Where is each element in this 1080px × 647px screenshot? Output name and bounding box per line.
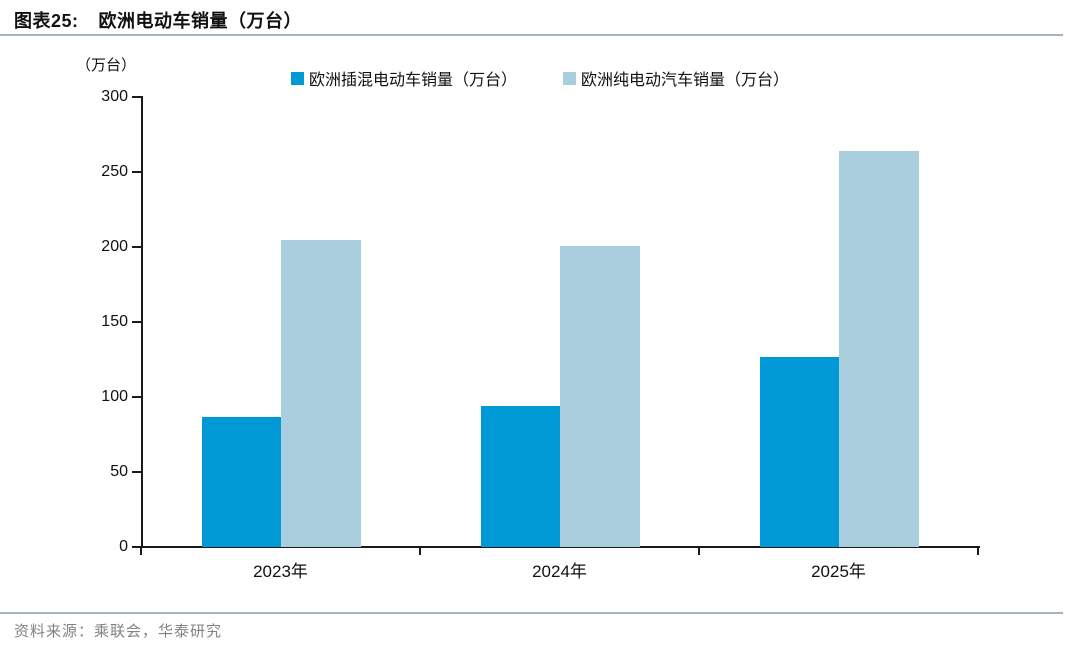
footer-divider-line — [0, 612, 1063, 614]
y-axis-tick — [132, 171, 141, 173]
y-tick-label: 50 — [110, 463, 128, 480]
y-tick-label: 250 — [101, 163, 128, 180]
y-axis-tick — [132, 396, 141, 398]
bar-phev-2024年 — [480, 406, 560, 547]
source-note: 资料来源：乘联会，华泰研究 — [14, 623, 223, 640]
bar-phev-2023年 — [201, 416, 281, 547]
x-axis-tick — [977, 548, 979, 555]
y-tick-label: 0 — [119, 538, 128, 555]
y-axis-line — [141, 96, 143, 548]
y-tick-label: 150 — [101, 313, 128, 330]
legend-item-phev: 欧洲插混电动车销量（万台） — [290, 66, 517, 90]
chart-title: 图表25: 欧洲电动车销量（万台） — [14, 7, 302, 33]
y-tick-label: 300 — [101, 88, 128, 105]
x-category-label: 2023年 — [253, 562, 308, 581]
y-tick-label: 100 — [101, 388, 128, 405]
y-axis-tick — [132, 546, 141, 548]
y-tick-label: 200 — [101, 238, 128, 255]
title-divider-line — [0, 34, 1063, 36]
y-axis-tick — [132, 246, 141, 248]
x-axis-tick — [140, 548, 142, 555]
x-axis-tick — [698, 548, 700, 555]
y-axis-tick — [132, 96, 141, 98]
y-axis-tick — [132, 321, 141, 323]
bar-bev-2025年 — [838, 151, 919, 547]
chart-legend: 欧洲插混电动车销量（万台） 欧洲纯电动汽车销量（万台） — [0, 66, 1080, 90]
x-axis-tick — [419, 548, 421, 555]
legend-swatch-phev — [290, 71, 304, 85]
y-axis-tick — [132, 471, 141, 473]
chart-title-index: 图表25: — [14, 11, 79, 31]
x-category-label: 2025年 — [811, 562, 866, 581]
legend-label-bev: 欧洲纯电动汽车销量（万台） — [581, 72, 790, 89]
bar-phev-2025年 — [759, 356, 839, 547]
x-axis-line — [141, 546, 980, 548]
bar-bev-2023年 — [280, 239, 361, 547]
y-axis-unit-label: （万台） — [76, 57, 137, 74]
chart-title-text: 欧洲电动车销量（万台） — [98, 11, 303, 31]
legend-item-bev: 欧洲纯电动汽车销量（万台） — [563, 66, 789, 90]
x-category-label: 2024年 — [532, 562, 587, 581]
legend-swatch-bev — [563, 71, 576, 85]
bar-bev-2024年 — [559, 245, 640, 547]
legend-label-phev: 欧洲插混电动车销量（万台） — [308, 72, 517, 89]
